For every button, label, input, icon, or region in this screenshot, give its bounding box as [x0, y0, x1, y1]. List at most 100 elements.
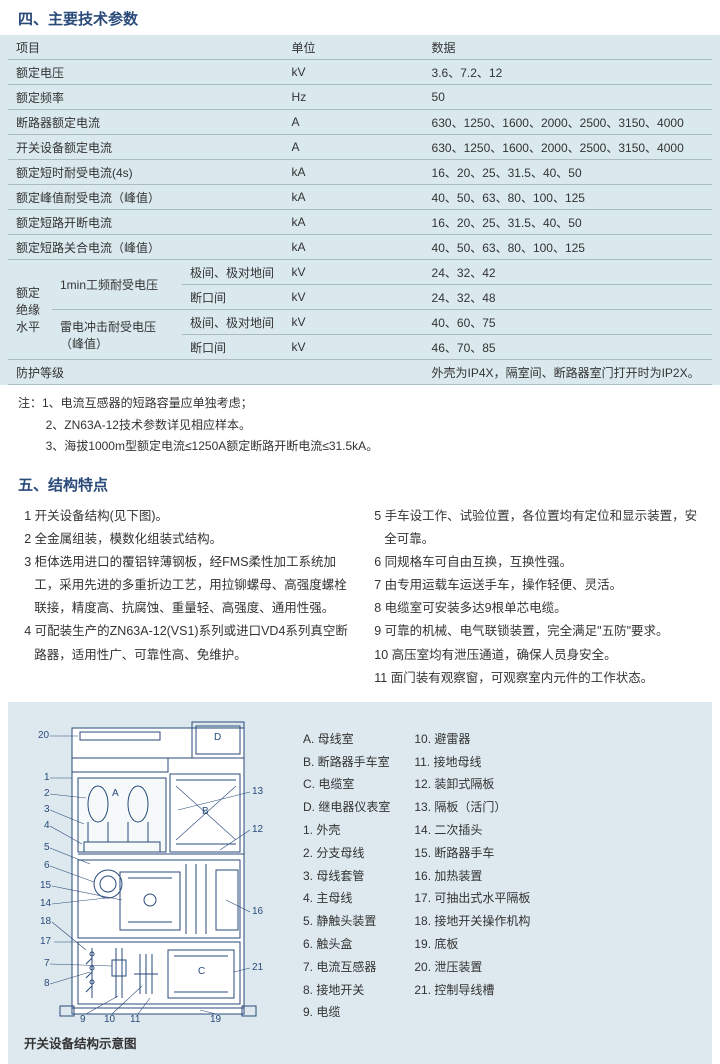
legend-item: 14. 二次插头 — [414, 819, 530, 842]
svg-text:20: 20 — [38, 730, 50, 741]
table-cell: kA — [284, 235, 424, 260]
svg-text:19: 19 — [210, 1014, 222, 1024]
diagram-svg-wrap: D A B C 20 1 2 3 4 5 6 15 14 18 17 7 8 9… — [20, 714, 285, 1052]
feature-item: 2 全金属组装，模数化组装式结构。 — [18, 528, 352, 551]
table-cell: 3.6、7.2、12 — [424, 60, 712, 85]
legend-item: 18. 接地开关操作机构 — [414, 910, 530, 933]
svg-text:17: 17 — [40, 936, 52, 947]
table-cell: 防护等级 — [8, 360, 284, 385]
legend-col-b: 10. 避雷器11. 接地母线12. 装卸式隔板13. 隔板（活门）14. 二次… — [414, 728, 530, 1052]
table-cell: 630、1250、1600、2000、2500、3150、4000 — [424, 135, 712, 160]
table-cell: 外壳为IP4X，隔室间、断路器室门打开时为IP2X。 — [424, 360, 712, 385]
legend-item: 21. 控制导线槽 — [414, 979, 530, 1002]
notes-block: 注：1、电流互感器的短路容量应单独考虑； 2、ZN63A-12技术参数详见相应样… — [0, 385, 720, 466]
table-cell: Hz — [284, 85, 424, 110]
svg-text:7: 7 — [44, 958, 50, 969]
svg-text:13: 13 — [252, 786, 264, 797]
svg-text:5: 5 — [44, 842, 50, 853]
legend-item: 5. 静触头装置 — [303, 910, 390, 933]
table-cell: kA — [284, 160, 424, 185]
legend-item: 9. 电缆 — [303, 1001, 390, 1024]
legend-item: 19. 底板 — [414, 933, 530, 956]
structure-diagram: D A B C 20 1 2 3 4 5 6 15 14 18 17 7 8 9… — [20, 714, 280, 1024]
legend-block: A. 母线室B. 断路器手车室C. 电缆室D. 继电器仪表室1. 外壳2. 分支… — [303, 714, 700, 1052]
table-cell: 雷电冲击耐受电压（峰值） — [52, 310, 182, 360]
table-cell: 16、20、25、31.5、40、50 — [424, 210, 712, 235]
legend-item: B. 断路器手车室 — [303, 751, 390, 774]
section-a-title: 四、主要技术参数 — [0, 0, 720, 35]
svg-text:8: 8 — [44, 978, 50, 989]
feature-item: 6 同规格车可自由互换，互换性强。 — [368, 551, 702, 574]
table-cell: 630、1250、1600、2000、2500、3150、4000 — [424, 110, 712, 135]
table-cell: kV — [284, 260, 424, 285]
table-cell: 额定短路关合电流（峰值） — [8, 235, 284, 260]
table-cell: 极间、极对地间 — [182, 310, 284, 335]
th-unit: 单位 — [284, 35, 424, 60]
legend-item: 2. 分支母线 — [303, 842, 390, 865]
legend-item: 10. 避雷器 — [414, 728, 530, 751]
svg-text:B: B — [202, 806, 209, 817]
legend-item: 12. 装卸式隔板 — [414, 773, 530, 796]
svg-text:18: 18 — [40, 916, 52, 927]
svg-text:3: 3 — [44, 804, 50, 815]
svg-text:C: C — [198, 966, 205, 977]
table-cell: 额定电压 — [8, 60, 284, 85]
legend-item: 4. 主母线 — [303, 887, 390, 910]
table-cell: kA — [284, 210, 424, 235]
table-cell: 断口间 — [182, 335, 284, 360]
table-cell: kV — [284, 285, 424, 310]
feature-item: 5 手车设工作、试验位置，各位置均有定位和显示装置，安全可靠。 — [368, 505, 702, 551]
th-data: 数据 — [424, 35, 712, 60]
svg-text:11: 11 — [130, 1014, 141, 1024]
table-cell: kV — [284, 60, 424, 85]
feature-item: 4 可配装生产的ZN63A-12(VS1)系列或进口VD4系列真空断路器，适用性… — [18, 620, 352, 666]
diagram-block: D A B C 20 1 2 3 4 5 6 15 14 18 17 7 8 9… — [8, 702, 712, 1064]
svg-text:A: A — [112, 788, 119, 799]
table-cell: 断口间 — [182, 285, 284, 310]
svg-text:12: 12 — [252, 824, 264, 835]
table-cell: kV — [284, 310, 424, 335]
feature-item: 10 高压室均有泄压通道，确保人员身安全。 — [368, 644, 702, 667]
feature-item: 7 由专用运载车运送手车，操作轻便、灵活。 — [368, 574, 702, 597]
feature-item: 3 柜体选用进口的覆铝锌薄钢板，经FMS柔性加工系统加工，采用先进的多重折边工艺… — [18, 551, 352, 620]
table-cell: 额定峰值耐受电流（峰值） — [8, 185, 284, 210]
spec-table: 项目 单位 数据 额定电压kV3.6、7.2、12额定频率Hz50断路器额定电流… — [8, 35, 712, 385]
features-block: 1 开关设备结构(见下图)。2 全金属组装，模数化组装式结构。3 柜体选用进口的… — [0, 501, 720, 702]
svg-text:21: 21 — [252, 962, 264, 973]
table-cell: 额定短路开断电流 — [8, 210, 284, 235]
legend-item: 8. 接地开关 — [303, 979, 390, 1002]
note-2: 2、ZN63A-12技术参数详见相应样本。 — [18, 415, 702, 437]
table-cell: 断路器额定电流 — [8, 110, 284, 135]
svg-text:16: 16 — [252, 906, 264, 917]
legend-item: 13. 隔板（活门） — [414, 796, 530, 819]
table-cell: A — [284, 110, 424, 135]
svg-text:15: 15 — [40, 880, 52, 891]
svg-text:D: D — [214, 732, 221, 743]
legend-col-a: A. 母线室B. 断路器手车室C. 电缆室D. 继电器仪表室1. 外壳2. 分支… — [303, 728, 390, 1052]
table-cell: 40、50、63、80、100、125 — [424, 235, 712, 260]
table-cell: 50 — [424, 85, 712, 110]
svg-text:14: 14 — [40, 898, 52, 909]
feature-item: 8 电缆室可安装多达9根单芯电缆。 — [368, 597, 702, 620]
svg-text:9: 9 — [80, 1014, 86, 1024]
diagram-caption: 开关设备结构示意图 — [20, 1027, 285, 1052]
features-right: 5 手车设工作、试验位置，各位置均有定位和显示装置，安全可靠。6 同规格车可自由… — [368, 505, 702, 690]
table-cell: 1min工频耐受电压 — [52, 260, 182, 310]
note-1: 注：1、电流互感器的短路容量应单独考虑； — [18, 393, 702, 415]
table-cell: 开关设备额定电流 — [8, 135, 284, 160]
legend-item: A. 母线室 — [303, 728, 390, 751]
legend-item: D. 继电器仪表室 — [303, 796, 390, 819]
table-cell: 额定频率 — [8, 85, 284, 110]
spec-table-wrap: 项目 单位 数据 额定电压kV3.6、7.2、12额定频率Hz50断路器额定电流… — [0, 35, 720, 385]
table-cell: A — [284, 135, 424, 160]
table-cell: 40、60、75 — [424, 310, 712, 335]
feature-item: 1 开关设备结构(见下图)。 — [18, 505, 352, 528]
table-cell: 额定绝缘水平 — [8, 260, 52, 360]
svg-text:2: 2 — [44, 788, 50, 799]
svg-text:1: 1 — [44, 772, 50, 783]
svg-text:10: 10 — [104, 1014, 116, 1024]
table-cell: 16、20、25、31.5、40、50 — [424, 160, 712, 185]
legend-item: C. 电缆室 — [303, 773, 390, 796]
section-b-title: 五、结构特点 — [0, 466, 720, 501]
svg-text:6: 6 — [44, 860, 50, 871]
